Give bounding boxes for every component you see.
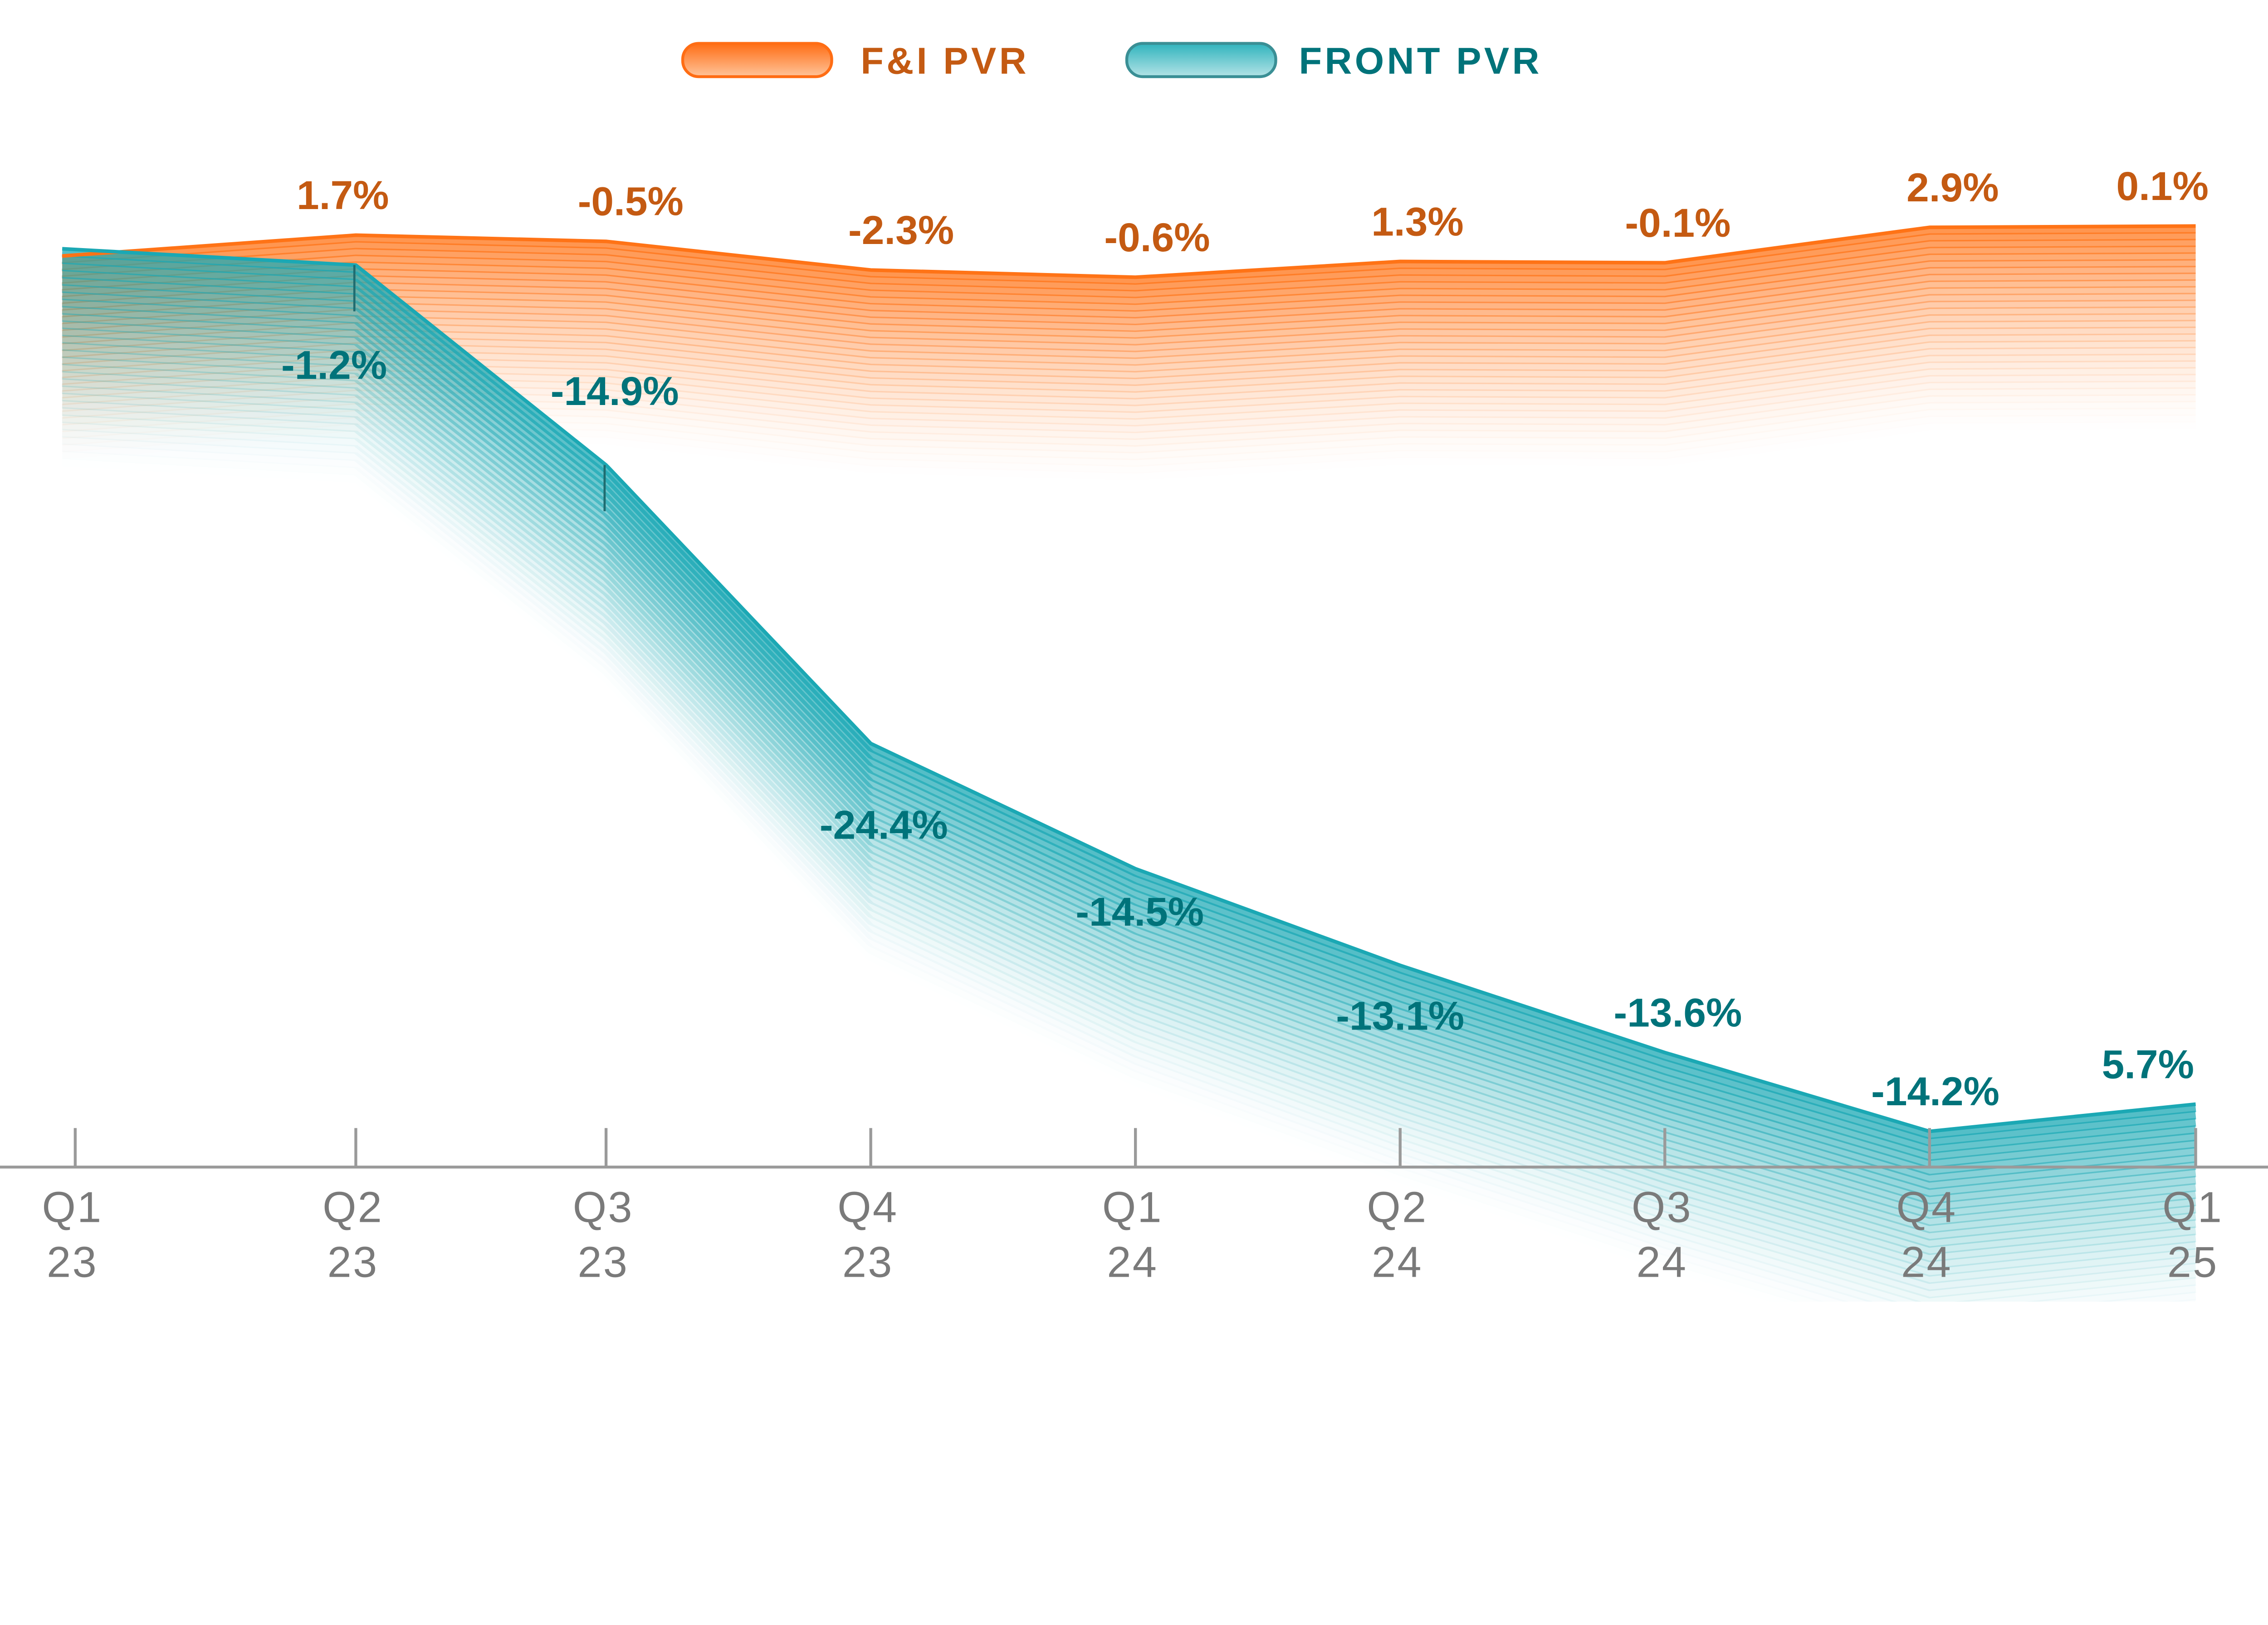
legend: F&I PVR FRONT PVR [681,40,1542,82]
line-fi-pvr [62,224,2196,279]
area-band [62,306,2196,366]
area-band [62,374,2196,434]
data-label: -14.5% [1075,889,1204,934]
pvr-change-chart: F&I PVR FRONT PVR 1.7% -0.5% -2.3% -0.6% 1.3… [0,40,2268,1302]
area-band [62,371,2196,1263]
area-band [62,259,2196,319]
area-band [62,429,2196,1302]
area-band [62,327,2196,1219]
data-label: -13.1% [1336,993,1464,1038]
area-band [62,255,2196,1147]
data-label: -13.6% [1614,990,1742,1035]
area-band [62,252,2196,312]
data-label: 2.9% [1906,165,1999,210]
area-band [62,313,2196,1205]
data-label: -0.6% [1104,215,1210,260]
area-band [62,279,2196,339]
legend-label-front-pvr: FRONT PVR [1299,40,1542,82]
x-tick-label-quarter: Q1 [2162,1183,2223,1232]
area-front-pvr [62,248,2196,1302]
area-band [62,381,2196,440]
area-band [62,299,2196,359]
data-label: 0.1% [2116,163,2208,209]
area-band [62,335,2196,1226]
data-label: -24.4% [820,802,948,847]
area-band [62,387,2196,447]
area-band [62,313,2196,373]
area-band [62,349,2196,1241]
x-tick-label-quarter: Q2 [323,1183,383,1232]
x-tick-label-year: 24 [1637,1238,1688,1287]
x-tick-label-quarter: Q1 [1102,1183,1163,1232]
x-tick-label-year: 23 [842,1238,894,1287]
area-band [62,225,2196,285]
area-fi-pvr [62,225,2196,454]
data-label: 5.7% [2102,1041,2194,1087]
area-band [62,342,2196,1234]
x-tick-label-quarter: Q3 [1632,1183,1692,1232]
x-tick-label-quarter: Q2 [1367,1183,1427,1232]
area-band [62,385,2196,1277]
area-band [62,298,2196,1190]
area-band [62,407,2196,1298]
x-tick-label-quarter: Q3 [573,1183,634,1232]
area-band [62,284,2196,1176]
data-label: 1.7% [297,172,389,218]
legend-swatch-fi-pvr [681,42,833,78]
area-band [62,262,2196,1154]
area-band [62,414,2196,1302]
x-tick-label-year: 23 [327,1238,379,1287]
data-label: -2.3% [848,207,954,253]
data-label: -0.5% [578,179,684,224]
data-label: 1.3% [1371,199,1463,244]
area-band [62,394,2196,454]
area-band [62,378,2196,1270]
data-label: -14.2% [1871,1069,1999,1114]
x-tick-label-quarter: Q1 [42,1183,103,1232]
x-axis: Q1 23 Q2 23 Q3 23 Q4 23 Q1 24 Q2 24 Q3 24 Q4 24 Q1 25 [0,1128,2268,1287]
area-band [62,239,2196,298]
area-band [62,266,2196,326]
legend-label-fi-pvr: F&I PVR [860,40,1029,82]
area-band [62,291,2196,1183]
x-tick-label-year: 24 [1901,1238,1952,1287]
x-tick-label-year: 23 [577,1238,629,1287]
area-band [62,248,2196,1140]
x-tick-label-year: 24 [1372,1238,1423,1287]
area-band [62,392,2196,1284]
area-band [62,400,2196,1291]
data-label: -1.2% [281,342,387,387]
area-band [62,277,2196,1168]
legend-swatch-front-pvr [1125,42,1277,78]
area-band [62,232,2196,292]
area-band [62,272,2196,332]
area-band [62,320,2196,1212]
legend-item-fi-pvr[interactable]: F&I PVR [681,40,1029,82]
area-band [62,293,2196,352]
x-tick-label-quarter: Q4 [1896,1183,1957,1232]
x-tick-label-year: 25 [2167,1238,2219,1287]
line-front-pvr [62,247,2196,1133]
area-band [62,421,2196,1302]
x-tick-label-quarter: Q4 [837,1183,898,1232]
area-band [62,286,2196,346]
data-label: -14.9% [551,368,679,414]
data-label: -0.1% [1625,200,1730,245]
area-band [62,245,2196,305]
area-band [62,269,2196,1161]
area-band [62,356,2196,1248]
area-band [62,363,2196,1255]
x-tick-label-year: 24 [1107,1238,1158,1287]
legend-item-front-pvr[interactable]: FRONT PVR [1125,40,1542,82]
x-tick-label-year: 23 [47,1238,98,1287]
